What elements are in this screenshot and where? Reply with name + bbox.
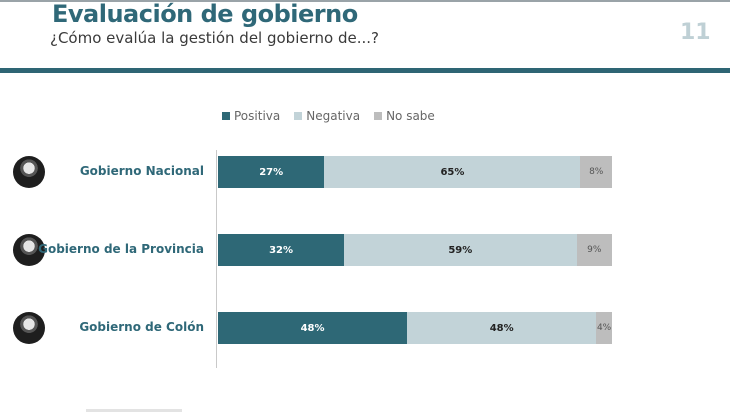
- legend-swatch-positiva: [222, 112, 230, 120]
- bar-segment-negativa: 59%: [344, 234, 577, 266]
- legend-swatch-no-sabe: [374, 112, 383, 120]
- avatar-photo-icon: [13, 234, 45, 266]
- legend-label-positiva: Positiva: [234, 109, 281, 123]
- bar-segment-positiva: 32%: [218, 234, 345, 266]
- bar-segment-no-sabe: 8%: [580, 156, 612, 188]
- bar-segment-no-sabe: 4%: [596, 312, 612, 344]
- category-axis-line: [216, 150, 217, 368]
- row-label: Gobierno Nacional: [79, 164, 204, 178]
- bar-segment-negativa: 48%: [407, 312, 597, 344]
- bar-segment-no-sabe: 9%: [576, 234, 612, 266]
- row-label: Gobierno de Colón: [79, 320, 204, 334]
- header-divider: [0, 68, 730, 73]
- stacked-bar: 48% 48% 4%: [218, 312, 612, 344]
- bar-segment-positiva: 27%: [218, 156, 325, 188]
- row-label: Gobierno de la Provincia: [38, 242, 204, 256]
- page-subtitle: ¿Cómo evalúa la gestión del gobierno de.…: [50, 29, 379, 47]
- stacked-bar: 27% 65% 8%: [218, 156, 612, 188]
- avatar-photo-icon: [13, 156, 45, 188]
- bar-segment-negativa: 65%: [324, 156, 581, 188]
- legend-item-no-sabe: No sabe: [374, 109, 435, 123]
- legend-label-no-sabe: No sabe: [386, 109, 435, 123]
- legend-item-positiva: Positiva: [222, 109, 280, 123]
- legend-swatch-negativa: [294, 112, 303, 120]
- stacked-bar: 32% 59% 9%: [218, 234, 612, 266]
- page-number: 11: [680, 20, 711, 45]
- avatar-photo-icon: [13, 312, 45, 344]
- legend-label-negativa: Negativa: [306, 109, 361, 123]
- page-title: Evaluación de gobierno: [52, 0, 358, 28]
- legend-item-negativa: Negativa: [294, 109, 360, 123]
- top-rule: [0, 0, 730, 2]
- bar-segment-positiva: 48%: [218, 312, 408, 344]
- bottom-decoration: [86, 409, 182, 412]
- chart-legend: Positiva Negativa No sabe: [222, 109, 435, 123]
